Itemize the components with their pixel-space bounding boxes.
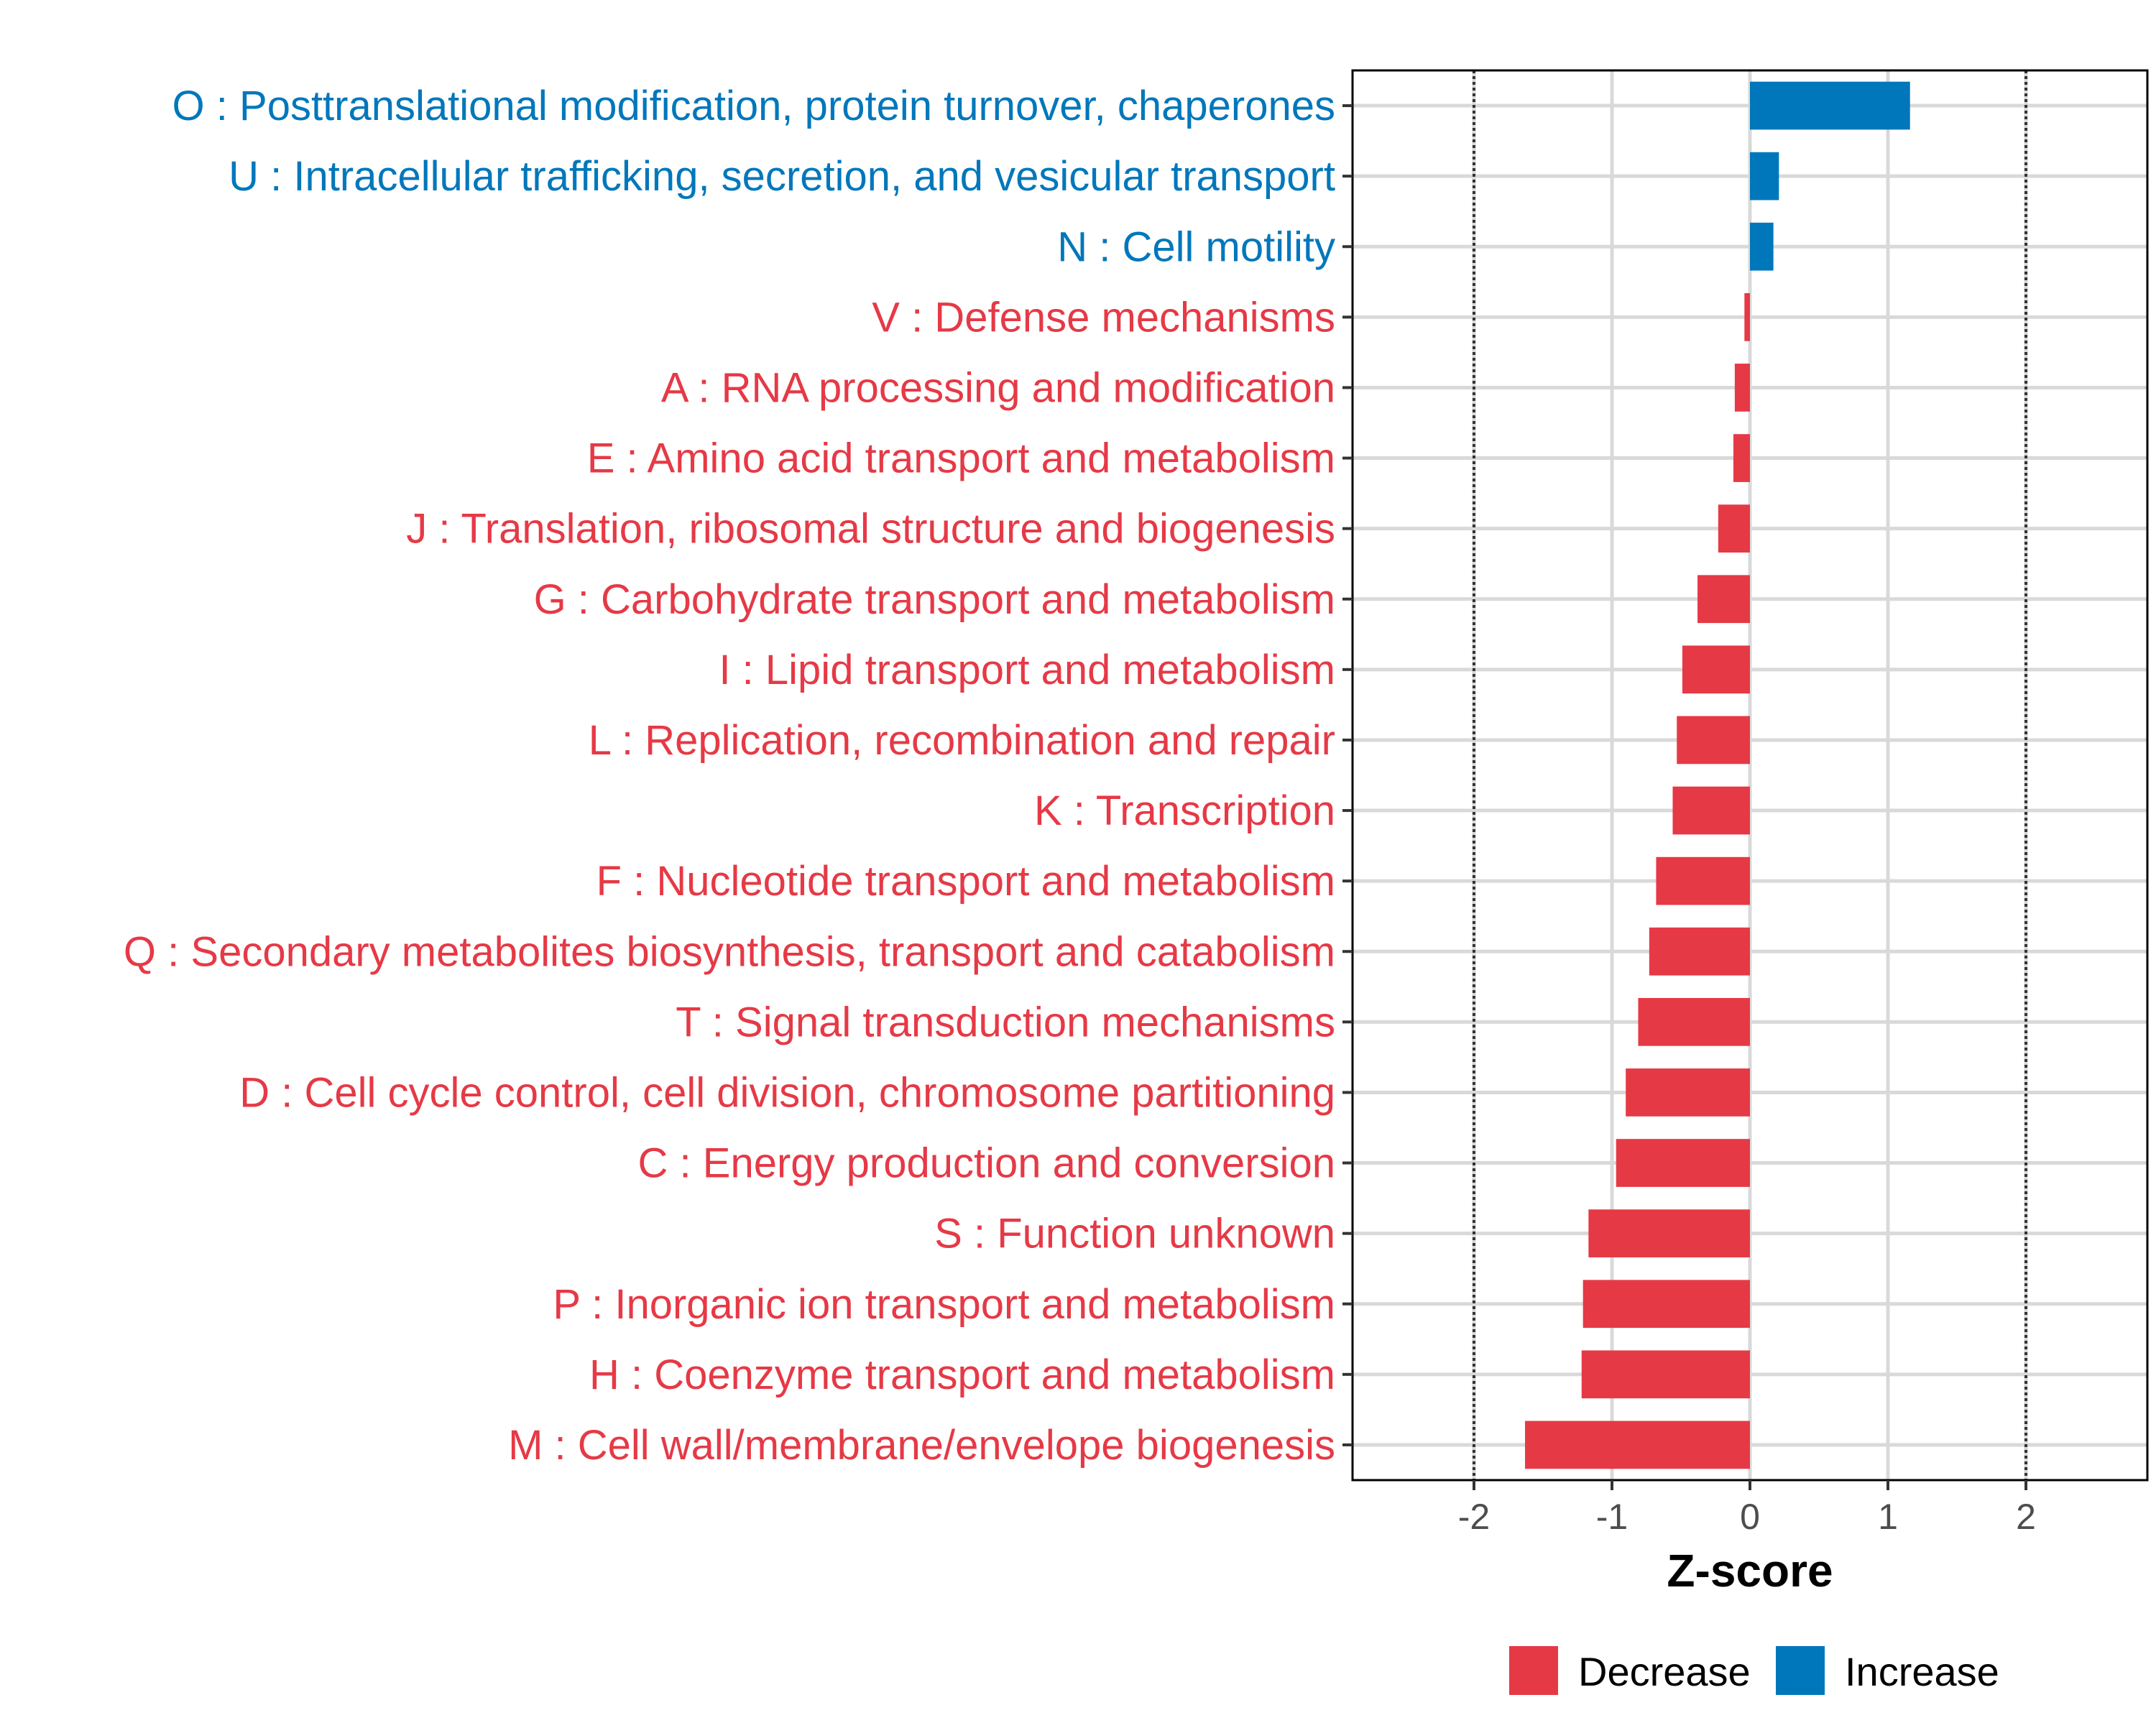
bar — [1682, 645, 1750, 694]
y-axis-category-labels: O : Posttranslational modification, prot… — [124, 83, 1335, 1469]
category-label: K : Transcription — [1034, 787, 1335, 834]
bar — [1697, 575, 1750, 624]
bar — [1581, 1350, 1750, 1399]
x-axis-ticks: -2 -1 0 1 2 — [1458, 1480, 2036, 1537]
bar — [1583, 1280, 1750, 1329]
category-label: P : Inorganic ion transport and metaboli… — [553, 1281, 1335, 1328]
category-label: O : Posttranslational modification, prot… — [172, 83, 1335, 129]
category-label: F : Nucleotide transport and metabolism — [596, 858, 1335, 905]
category-label: A : RNA processing and modification — [661, 364, 1335, 411]
category-label: I : Lipid transport and metabolism — [719, 647, 1335, 693]
y-axis-ticks — [1342, 104, 1353, 1446]
category-label: D : Cell cycle control, cell division, c… — [239, 1069, 1335, 1116]
bars — [1525, 81, 1910, 1469]
x-tick-label: 0 — [1740, 1497, 1760, 1537]
x-tick-label: -2 — [1458, 1497, 1490, 1537]
bar — [1638, 997, 1750, 1046]
category-label: S : Function unknown — [934, 1211, 1335, 1257]
x-axis-title: Z-score — [1667, 1545, 1833, 1597]
category-label: T : Signal transduction mechanisms — [676, 999, 1335, 1045]
legend-label-increase: Increase — [1845, 1649, 1999, 1694]
legend: Decrease Increase — [1509, 1646, 1999, 1695]
reference-lines — [1472, 70, 2028, 1480]
bar — [1525, 1420, 1750, 1469]
bar — [1626, 1068, 1750, 1117]
legend-swatch-increase — [1776, 1646, 1825, 1695]
category-label: N : Cell motility — [1057, 223, 1335, 270]
bar — [1649, 927, 1750, 976]
category-label: C : Energy production and conversion — [638, 1140, 1335, 1187]
bar — [1656, 856, 1750, 905]
x-tick-label: -1 — [1596, 1497, 1628, 1537]
bar — [1677, 716, 1750, 764]
category-label: M : Cell wall/membrane/envelope biogenes… — [508, 1422, 1335, 1469]
bar — [1733, 434, 1750, 482]
category-label: G : Carbohydrate transport and metabolis… — [534, 576, 1335, 623]
bar — [1718, 504, 1750, 553]
x-tick-label: 1 — [1878, 1497, 1898, 1537]
category-label: U : Intracellular trafficking, secretion… — [229, 153, 1335, 200]
category-label: E : Amino acid transport and metabolism — [587, 435, 1335, 482]
legend-label-decrease: Decrease — [1578, 1649, 1751, 1694]
category-label: J : Translation, ribosomal structure and… — [406, 506, 1335, 553]
category-label: Q : Secondary metabolites biosynthesis, … — [124, 928, 1335, 975]
bar — [1734, 364, 1750, 412]
bar — [1672, 786, 1750, 835]
bar — [1750, 152, 1779, 200]
category-label: L : Replication, recombination and repai… — [589, 717, 1335, 764]
category-label: V : Defense mechanisms — [872, 294, 1335, 341]
bar — [1744, 292, 1750, 341]
category-label: H : Coenzyme transport and metabolism — [589, 1352, 1335, 1398]
legend-swatch-decrease — [1509, 1646, 1558, 1695]
bar — [1616, 1139, 1750, 1187]
bar — [1750, 81, 1910, 130]
x-tick-label: 2 — [2016, 1497, 2036, 1537]
bar — [1750, 222, 1774, 271]
bar — [1588, 1209, 1750, 1258]
